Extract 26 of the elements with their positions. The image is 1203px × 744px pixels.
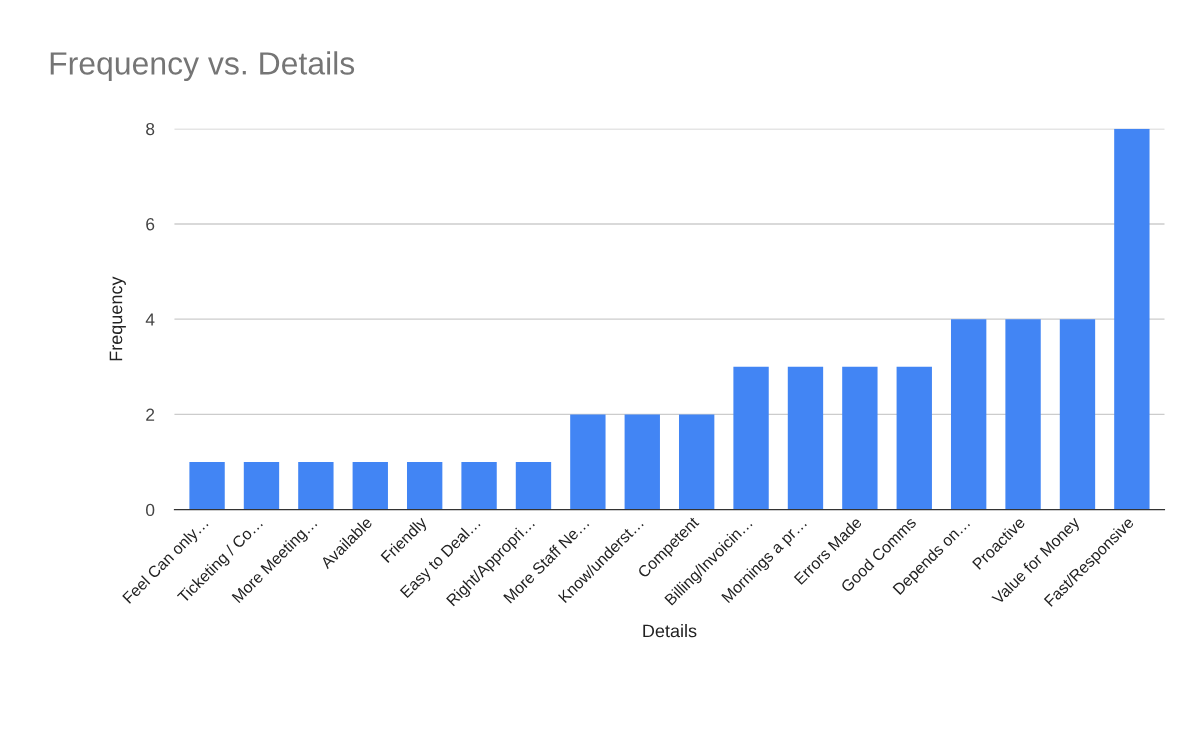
bar <box>1059 319 1096 510</box>
bar <box>1114 128 1150 510</box>
x-axis-title: Details <box>643 624 697 638</box>
bar <box>1005 319 1041 510</box>
bar <box>461 462 497 510</box>
bar <box>787 366 824 510</box>
bar <box>896 366 932 510</box>
bar <box>243 462 280 510</box>
y-tick-label: 2 <box>146 408 155 421</box>
y-axis-title: Frequency <box>109 276 126 361</box>
y-tick-label: 6 <box>146 218 155 231</box>
bar <box>624 414 660 510</box>
bar <box>842 366 878 510</box>
y-tick-label: 4 <box>145 313 155 326</box>
y-tick-label: 0 <box>146 503 155 517</box>
bar <box>733 366 769 510</box>
chart-title: Frequency vs. Details <box>50 51 355 82</box>
y-tick-label: 8 <box>146 122 155 136</box>
bar <box>515 462 552 510</box>
bar <box>406 462 443 510</box>
bar <box>570 414 606 510</box>
bar <box>950 319 987 510</box>
bar <box>189 462 225 510</box>
bar <box>678 414 715 510</box>
bar <box>298 462 334 510</box>
bar <box>352 462 388 510</box>
